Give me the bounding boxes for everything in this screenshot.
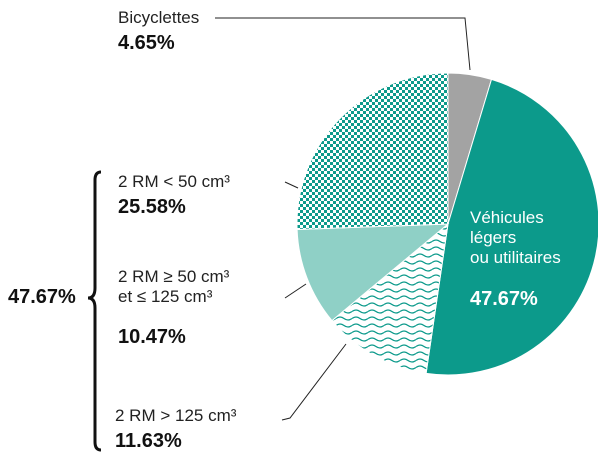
slice <box>296 72 449 231</box>
leader-line <box>281 343 347 421</box>
leader-line <box>284 283 307 299</box>
leader-line <box>215 17 471 71</box>
slice <box>331 222 449 374</box>
slice-label: Véhicules légers ou utilitaires <box>470 208 561 267</box>
slice-label: 2 RM > 125 cm³ <box>115 406 237 425</box>
leader-line <box>284 181 299 189</box>
slice-value: 10.47% <box>118 326 186 348</box>
slice <box>296 223 450 322</box>
brace <box>87 170 102 452</box>
slice-value: 4.65% <box>118 32 175 54</box>
slice <box>425 78 598 376</box>
slice-value: 25.58% <box>118 196 186 218</box>
group-total: 47.67% <box>8 286 76 308</box>
slice-value: 11.63% <box>115 430 182 452</box>
slice-label: 2 RM < 50 cm³ <box>118 172 230 191</box>
slice-label: Bicyclettes <box>118 8 200 27</box>
slice-label: 2 RM ≥ 50 cm³ et ≤ 125 cm³ <box>118 267 230 306</box>
slice-value: 47.67% <box>470 288 538 310</box>
